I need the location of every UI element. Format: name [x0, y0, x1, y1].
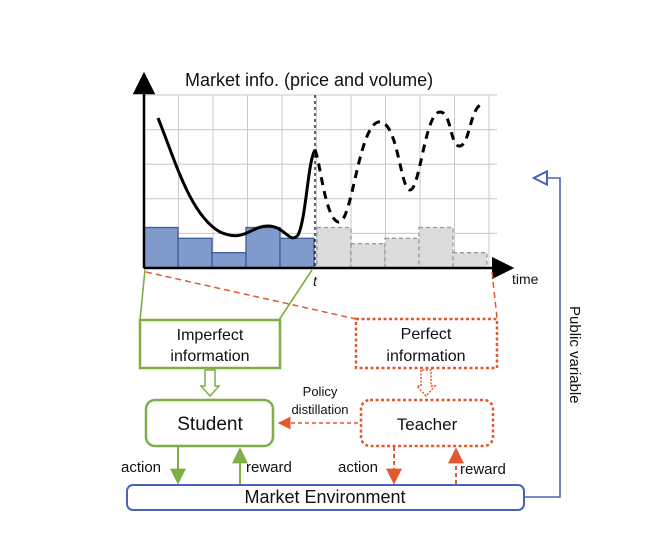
cutoff-label: t	[313, 273, 318, 289]
perfect-to-teacher-arrow	[415, 369, 437, 398]
volume-bar-past	[279, 237, 315, 269]
perfect-link-left	[145, 271, 357, 320]
volume-bars-future	[316, 226, 488, 269]
teacher-label: Teacher	[397, 415, 458, 434]
teacher-action-label: action	[338, 459, 378, 476]
x-axis-label: time	[512, 271, 539, 287]
student-reward-label: reward	[246, 459, 292, 476]
perfect-info-line2: information	[386, 348, 465, 365]
teacher-box	[359, 398, 495, 448]
student-box	[144, 398, 275, 448]
student-label: Student	[177, 414, 243, 435]
imperfect-to-student-arrow	[199, 369, 221, 398]
volume-bar-future	[452, 252, 488, 269]
perfect-info-line1: Perfect	[401, 326, 452, 343]
volume-bar-past	[211, 252, 247, 269]
imperfect-info-box	[138, 318, 282, 370]
volume-bar-future	[384, 237, 420, 269]
price-curve-past	[156, 117, 317, 240]
imperfect-info-line1: Imperfect	[177, 327, 244, 344]
imperfect-link-left	[139, 269, 146, 321]
volume-bar-past	[143, 226, 179, 269]
volume-bar-future	[350, 243, 386, 269]
imperfect-info-line2: information	[170, 348, 249, 365]
volume-bar-future	[316, 226, 352, 269]
public-variable-arrow	[524, 178, 561, 498]
chart-title: Market info. (price and volume)	[185, 70, 433, 90]
policy-distillation-line1: Policy	[303, 384, 338, 399]
volume-bars-past	[143, 226, 315, 269]
volume-bar-past	[245, 226, 281, 269]
perfect-info-box	[354, 317, 499, 370]
teacher-reward-label: reward	[460, 461, 506, 478]
market-environment-label: Market Environment	[244, 487, 405, 507]
volume-bar-future	[418, 226, 454, 269]
volume-bar-past	[177, 237, 213, 269]
perfect-link-right	[491, 271, 498, 319]
public-variable-label: Public variable	[566, 306, 583, 404]
price-curve-future	[313, 102, 483, 224]
student-action-label: action	[121, 459, 161, 476]
imperfect-link-right	[278, 269, 313, 321]
policy-distillation-line2: distillation	[291, 402, 348, 417]
